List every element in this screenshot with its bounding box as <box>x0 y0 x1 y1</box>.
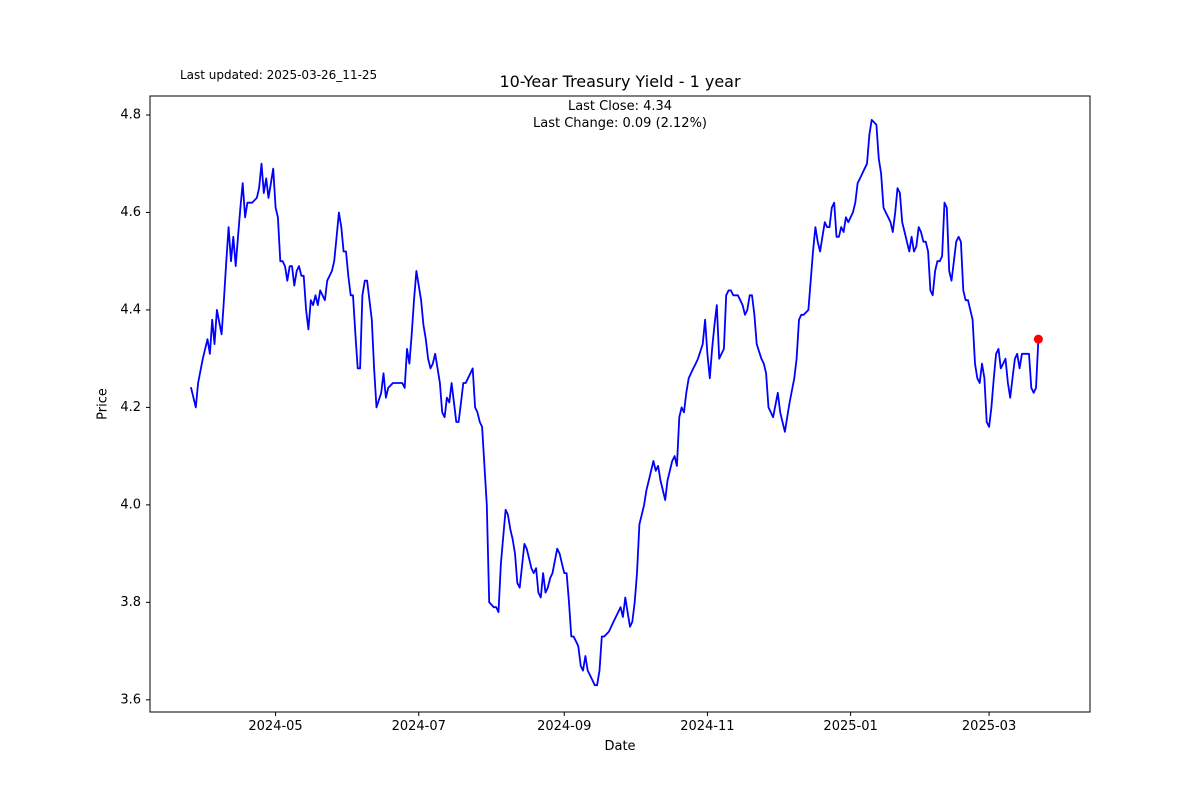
chart-title: 10-Year Treasury Yield - 1 year <box>499 72 741 91</box>
y-tick-label: 3.8 <box>120 595 141 610</box>
last-close-annotation: Last Close: 4.34 <box>567 99 673 114</box>
x-axis-label: Date <box>604 739 636 754</box>
y-tick-label: 4.2 <box>120 400 141 415</box>
y-tick-label: 4.6 <box>120 205 141 220</box>
x-tick-label: 2024-11 <box>680 719 734 734</box>
x-tick-label: 2025-01 <box>823 719 877 734</box>
y-tick-label: 4.0 <box>120 497 141 512</box>
y-tick-label: 3.6 <box>120 692 141 707</box>
x-tick-label: 2024-09 <box>537 719 591 734</box>
last-change-annotation: Last Change: 0.09 (2.12%) <box>532 116 708 131</box>
plot-area-border <box>149 95 1091 713</box>
y-tick-label: 4.8 <box>120 108 141 123</box>
x-tick-label: 2024-07 <box>392 719 446 734</box>
last-close-marker <box>1033 334 1043 344</box>
last-updated-annotation: Last updated: 2025-03-26_11-25 <box>180 68 378 82</box>
y-axis-label: Price <box>95 388 111 420</box>
yield-line <box>190 119 1040 687</box>
x-tick-label: 2024-05 <box>248 719 302 734</box>
y-tick-label: 4.4 <box>120 302 141 317</box>
x-tick-label: 2025-03 <box>962 719 1016 734</box>
